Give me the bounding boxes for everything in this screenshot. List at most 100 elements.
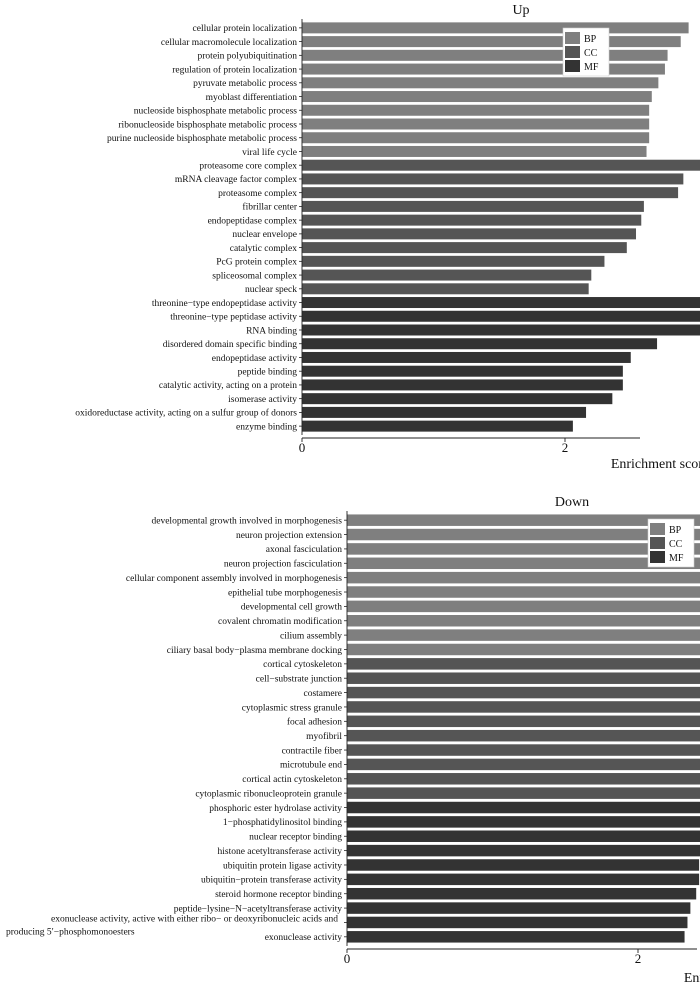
down-bar — [347, 600, 700, 613]
up-x-tick-label: 2 — [562, 440, 569, 455]
up-bar — [302, 49, 668, 61]
down-bar — [347, 744, 700, 756]
up-bar — [302, 420, 573, 432]
up-bar — [302, 269, 592, 281]
down-bar — [347, 859, 700, 871]
down-legend-label: BP — [669, 525, 682, 536]
down-category-label: cytoplasmic ribonucleoprotein granule — [195, 789, 342, 799]
down-bar — [347, 701, 700, 713]
down-bar — [347, 543, 700, 555]
up-bar — [302, 63, 665, 75]
up-bar — [302, 145, 647, 157]
down-category-label: focal adhesion — [287, 717, 342, 728]
down-legend-label: MF — [669, 553, 684, 564]
up-category-label: PcG protein complex — [216, 258, 297, 268]
down-bar — [347, 773, 700, 785]
down-category-label: myofibril — [306, 731, 342, 742]
down-bar — [347, 729, 700, 742]
down-category-label: exonuclease activity — [265, 933, 343, 943]
down-x-tick-label: 0 — [344, 951, 351, 966]
up-legend-label: CC — [584, 48, 598, 59]
up-category-label: nucleoside bisphosphate metabolic proces… — [134, 107, 298, 117]
up-category-label: oxidoreductase activity, acting on a sul… — [75, 408, 297, 419]
down-category-label: ubiquitin protein ligase activity — [223, 861, 342, 871]
down-bar — [347, 557, 700, 570]
down-bar — [347, 629, 700, 641]
down-bar — [347, 686, 700, 699]
up-category-label: viral life cycle — [242, 147, 297, 158]
up-category-label: proteasome complex — [218, 189, 297, 199]
down-category-label: cilium assembly — [280, 631, 342, 641]
down-category-label: developmental growth involved in morphog… — [152, 516, 343, 526]
up-category-label: isomerase activity — [228, 395, 297, 405]
down-legend: BP CC MF — [647, 518, 695, 568]
up-panel: Up cellular protein localization cellular … — [75, 3, 700, 472]
up-bar — [302, 132, 650, 144]
down-category-label: contractile fiber — [282, 745, 343, 756]
down-legend-label: CC — [669, 539, 683, 550]
down-bar — [347, 887, 697, 900]
up-bar — [302, 393, 613, 405]
up-category-label: purine nucleoside bisphosphate metabolic… — [107, 134, 297, 144]
down-legend-swatch — [650, 551, 665, 563]
down-category-label: covalent chromatin modification — [218, 616, 342, 627]
down-category-label: histone acetyltransferase activity — [217, 846, 342, 857]
up-category-label: fibrillar center — [242, 202, 297, 213]
up-category-label: spliceosomal complex — [212, 271, 297, 281]
up-bar — [302, 255, 605, 267]
down-category-label: cortical actin cytoskeleton — [242, 775, 342, 785]
up-bar — [302, 297, 700, 309]
down-category-label: ubiquitin−protein transferase activity — [201, 875, 342, 886]
up-category-label: disordered domain specific binding — [163, 339, 298, 350]
down-category-label: ciliary basal body−plasma membrane docki… — [167, 646, 342, 656]
up-category-label: cellular protein localization — [193, 24, 298, 34]
down-bar — [347, 873, 700, 886]
down-category-label: phosphoric ester hydrolase activity — [209, 804, 342, 814]
up-legend: BP CC MF — [562, 27, 610, 77]
down-bar — [347, 816, 700, 828]
up-category-label: cellular macromolecule localization — [161, 38, 297, 48]
down-category-label: peptide−lysine−N−acetyltransferase activ… — [174, 903, 343, 914]
up-bar — [302, 118, 650, 130]
up-bar — [302, 104, 650, 116]
down-category-label: axonal fasciculation — [266, 544, 342, 555]
up-bar — [302, 283, 589, 295]
down-legend-swatch — [650, 523, 665, 535]
down-panel: Down developmental growth involved in mor… — [6, 495, 700, 986]
down-x-tick-label: 2 — [635, 951, 642, 966]
up-bar — [302, 187, 679, 199]
up-legend-swatch — [565, 46, 580, 58]
up-category-label: endopeptidase activity — [212, 354, 297, 364]
up-category-label: enzyme binding — [236, 422, 297, 432]
down-bar — [347, 844, 700, 857]
down-category-label: epithelial tube morphogenesis — [228, 588, 342, 598]
up-category-label: endopeptidase complex — [208, 216, 298, 226]
down-bar — [347, 916, 688, 929]
down-bar — [347, 931, 685, 943]
up-category-label: catalytic activity, acting on a protein — [159, 381, 297, 391]
down-category-label: cell−substrate junction — [256, 675, 343, 685]
down-category-label: nuclear receptor binding — [249, 833, 342, 843]
down-category-label: microtubule end — [280, 761, 342, 771]
down-category-label: cellular component assembly involved in … — [126, 574, 342, 584]
up-legend-swatch — [565, 60, 580, 72]
down-bar — [347, 715, 700, 728]
down-category-label: costamere — [303, 689, 342, 699]
down-category-label: cortical cytoskeleton — [263, 660, 342, 670]
down-category-label: neuron projection fasciculation — [224, 559, 342, 570]
up-bar — [302, 77, 659, 89]
down-bar — [347, 571, 700, 584]
down-category-label: developmental cell growth — [241, 603, 343, 613]
down-x-axis-title: Enrichment score — [684, 971, 700, 986]
down-category-label: 1−phosphatidylinositol binding — [223, 818, 342, 828]
up-category-label: threonine−type peptidase activity — [170, 313, 297, 323]
up-legend-label: MF — [584, 62, 599, 73]
up-category-label: RNA binding — [246, 326, 297, 336]
up-category-label: ribonucleoside bisphosphate metabolic pr… — [118, 120, 297, 130]
up-chart-title: Up — [512, 3, 529, 18]
down-category-label: neuron projection extension — [236, 531, 342, 541]
down-bar — [347, 902, 691, 914]
up-category-label: mRNA cleavage factor complex — [175, 174, 297, 185]
up-bar — [302, 228, 637, 240]
